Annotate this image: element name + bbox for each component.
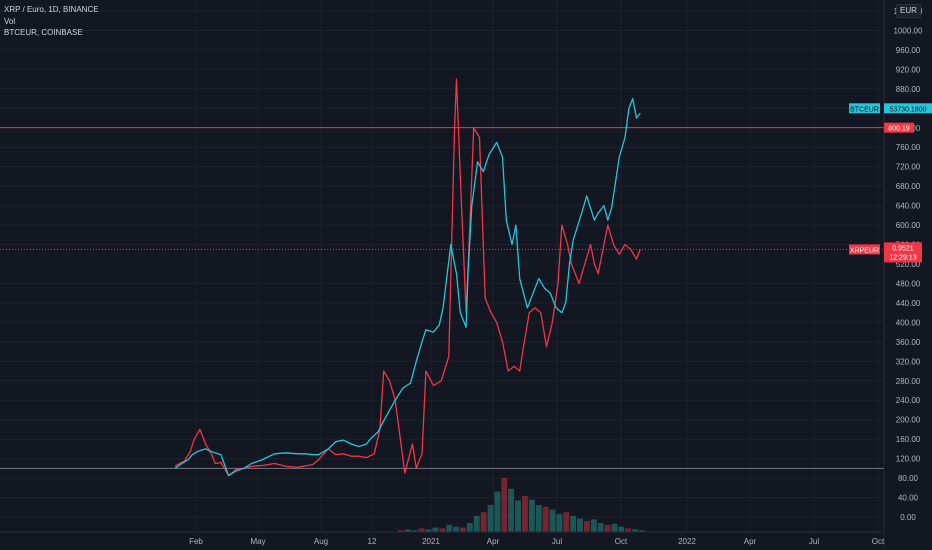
price-tick-label: 160.00 — [896, 435, 921, 444]
volume-bar — [466, 523, 473, 532]
legend-volume[interactable]: Vol — [4, 17, 16, 26]
price-tick-label: 680.00 — [896, 182, 921, 191]
xrp-name-tag — [849, 244, 880, 255]
price-tick-label: 40.00 — [898, 494, 919, 503]
price-tick-label: 480.00 — [896, 279, 921, 288]
time-tick-label: 2022 — [678, 537, 696, 546]
price-tick-label: 720.00 — [896, 163, 921, 172]
volume-bar — [418, 528, 425, 532]
volume-bar — [590, 519, 597, 532]
price-tick-label: 120.00 — [896, 455, 921, 464]
price-tick-label: 280.00 — [896, 377, 921, 386]
series-line-xrpeur — [174, 78, 641, 477]
price-tick-label: 320.00 — [896, 357, 921, 366]
volume-bar — [473, 515, 480, 532]
volume-bar — [584, 521, 590, 532]
volume-bar — [625, 528, 632, 532]
volume-bar — [398, 530, 404, 532]
horizontal-lines — [0, 127, 884, 469]
time-tick-label: Feb — [189, 537, 203, 546]
legend-compare-symbol[interactable]: BTCEUR, COINBASE — [4, 28, 83, 37]
volume-bar — [515, 500, 521, 532]
volume-bar — [453, 526, 459, 532]
volume-bar — [563, 512, 570, 532]
xrp-value-tag — [884, 242, 922, 263]
time-tick-label: May — [250, 537, 265, 546]
btc-name-label: BTCEUR — [850, 106, 879, 113]
volume-bar — [411, 530, 418, 532]
volume-bar — [501, 478, 508, 532]
currency-badge[interactable]: EUR — [896, 4, 921, 18]
time-axis[interactable]: Feb May Aug 12 2021 Apr Jul Oct 2022 Apr Jul Oct — [0, 531, 885, 550]
price-tick-label: 920.00 — [896, 65, 921, 74]
volume-bar — [508, 488, 515, 532]
price-tick-label: 200.00 — [896, 416, 921, 425]
btc-name-tag — [849, 103, 880, 114]
volume-bar — [494, 491, 501, 532]
time-tick-label: Jul — [552, 537, 562, 546]
volume-bar — [639, 530, 645, 532]
price-tick-label: 960.00 — [896, 46, 921, 55]
legend-symbol[interactable]: XRP / Euro, 1D, BINANCE — [4, 5, 99, 14]
price-series — [174, 78, 641, 477]
price-tick-label: 880.00 — [896, 85, 921, 94]
series-line-btceur — [174, 97, 641, 477]
time-tick-label: Oct — [615, 537, 628, 546]
volume-bar — [425, 529, 432, 532]
time-tick-label: Oct — [872, 537, 885, 546]
volume-bar — [404, 529, 411, 532]
xrp-name-label: XRPEUR — [850, 247, 879, 254]
volume-bar — [480, 512, 487, 532]
time-tick-label: Apr — [487, 537, 500, 546]
volume-bar — [460, 527, 466, 532]
price-axis-background — [884, 0, 932, 550]
volume-bar — [439, 528, 446, 532]
volume-bar — [522, 496, 528, 532]
time-tick-label: 12 — [368, 537, 377, 546]
time-tick-label: 2021 — [422, 537, 440, 546]
price-tick-label: 400.00 — [896, 318, 921, 327]
volume-bar — [542, 506, 549, 532]
volume-bar — [432, 527, 439, 532]
volume-bar — [632, 529, 639, 532]
price-tick-label: 760.00 — [896, 143, 921, 152]
xrp-value-label: 0.9521 — [892, 245, 914, 252]
time-tick-label: Apr — [744, 537, 757, 546]
price-tick-label: 440.00 — [896, 299, 921, 308]
volume-bar — [604, 524, 611, 532]
price-tick-label: 240.00 — [896, 396, 921, 405]
xrp-countdown-label: 12:29:13 — [889, 254, 916, 261]
btc-value-tag — [884, 103, 932, 114]
volume-bar — [577, 518, 583, 532]
price-tick-label: 520.00 — [896, 260, 921, 269]
price-tick-label: 1000.00 — [894, 26, 923, 35]
price-markers: BTCEUR 53730.1800 800.19 XRPEUR 0.9521 12:29:… — [849, 103, 932, 263]
volume-bars — [398, 478, 645, 532]
price-axis[interactable]: 1040.001000.00960.00920.00880.00840.0080… — [883, 0, 932, 550]
time-tick-label: Aug — [314, 537, 328, 546]
price-tick-label: 600.00 — [896, 221, 921, 230]
price-tick-label: 360.00 — [896, 338, 921, 347]
price-tick-label: 0.00 — [900, 513, 916, 522]
btc-level-tag — [884, 122, 914, 133]
volume-bar — [556, 514, 563, 532]
volume-bar — [446, 524, 453, 532]
volume-bar — [535, 505, 542, 532]
grid-lines — [0, 0, 884, 532]
price-tick-label: 80.00 — [898, 474, 919, 483]
volume-bar — [528, 499, 535, 532]
btc-value-label: 53730.1800 — [890, 106, 927, 113]
volume-bar — [618, 526, 625, 532]
volume-bar — [611, 523, 618, 532]
time-tick-label: Jul — [809, 537, 819, 546]
volume-bar — [549, 509, 556, 532]
price-tick-label: 640.00 — [896, 202, 921, 211]
volume-bar — [487, 505, 494, 532]
time-axis-background — [0, 532, 884, 550]
volume-bar — [597, 523, 604, 532]
btc-level-label: 800.19 — [888, 126, 910, 133]
volume-bar — [570, 515, 577, 532]
